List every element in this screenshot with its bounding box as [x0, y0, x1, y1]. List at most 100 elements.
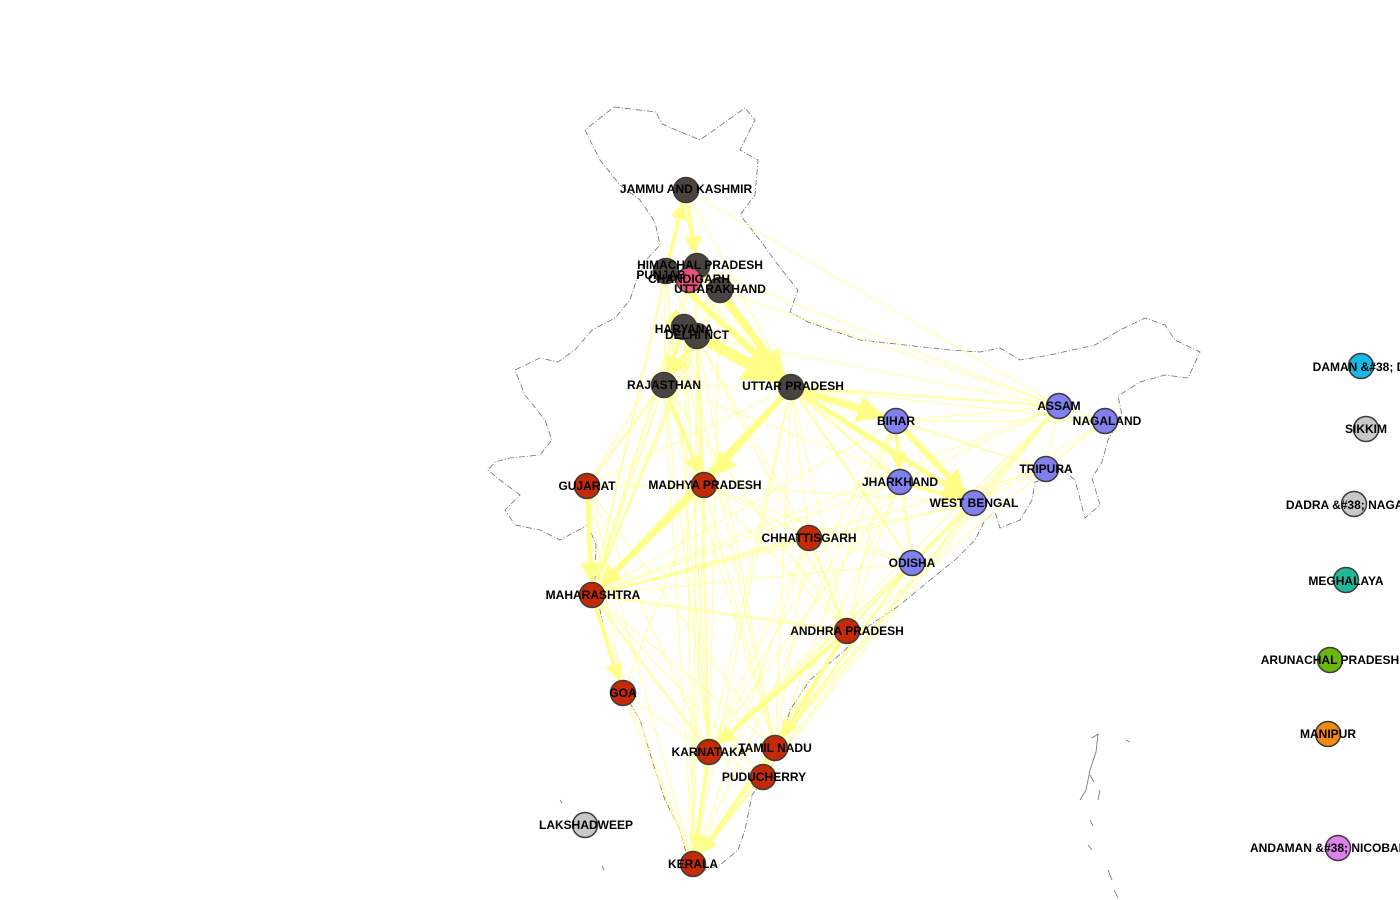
edge-ch-up: [688, 279, 792, 388]
node-as[interactable]: [1045, 392, 1073, 420]
node-label-mn: MANIPUR: [1300, 727, 1356, 741]
node-ka[interactable]: [695, 738, 723, 766]
edge-mp-ga: [622, 484, 705, 694]
node-label-tn: TAMIL NADU: [738, 741, 812, 755]
node-up[interactable]: [777, 373, 805, 401]
node-jh[interactable]: [886, 468, 914, 496]
edge-arrowhead-up-br: [854, 395, 885, 422]
node-cg[interactable]: [795, 524, 823, 552]
node-label-gj: GUJARAT: [558, 479, 616, 493]
edge-br-tr: [895, 420, 1047, 470]
node-jk[interactable]: [672, 176, 700, 204]
edge-gj-tn: [586, 485, 776, 749]
edge-hr-kl: [683, 326, 694, 865]
node-label-ml: MEGHALAYA: [1308, 574, 1383, 588]
node-br[interactable]: [882, 407, 910, 435]
node-od[interactable]: [898, 549, 926, 577]
node-py[interactable]: [749, 763, 777, 791]
node-label-dd: DAMAN &#38; D: [1313, 360, 1400, 374]
node-wb[interactable]: [960, 489, 988, 517]
edge-hr-ka: [683, 326, 710, 753]
edge-od-kl: [692, 562, 913, 865]
node-label-hr: HARYANA: [655, 322, 714, 336]
node-tn[interactable]: [761, 734, 789, 762]
node-mn[interactable]: [1314, 720, 1342, 748]
node-label-ap: ANDHRA PRADESH: [790, 624, 904, 638]
edge-mh-ap: [590, 593, 849, 633]
node-ch[interactable]: [675, 266, 703, 294]
edge-up-jh: [789, 385, 902, 484]
edge-dl-cg: [696, 335, 810, 539]
node-ar[interactable]: [1316, 646, 1344, 674]
edge-up-od: [789, 385, 914, 565]
node-dn[interactable]: [1340, 490, 1368, 518]
node-rj[interactable]: [650, 371, 678, 399]
node-label-ar: ARUNACHAL PRADESH: [1261, 653, 1399, 667]
edge-br-mh: [591, 420, 897, 596]
edge-uk-ka: [708, 289, 721, 753]
node-ld[interactable]: [571, 811, 599, 839]
node-label-wb: WEST BENGAL: [930, 496, 1019, 510]
node-label-rj: RAJASTHAN: [627, 378, 701, 392]
edge-od-ka: [708, 562, 913, 753]
edge-wb-tn: [774, 502, 975, 749]
edge-ga-ka: [622, 692, 710, 753]
node-mh[interactable]: [578, 581, 606, 609]
edge-arrowhead-br-jh: [889, 451, 907, 471]
edge-rj-kl: [663, 384, 694, 865]
node-label-br: BIHAR: [877, 414, 915, 428]
node-ga[interactable]: [609, 679, 637, 707]
edge-jh-mh: [591, 481, 901, 596]
node-ml[interactable]: [1332, 566, 1360, 594]
edge-up-cg: [790, 386, 810, 539]
node-pb[interactable]: [652, 257, 680, 285]
node-tr[interactable]: [1032, 455, 1060, 483]
edge-arrowhead-up-mp: [711, 450, 737, 477]
node-an[interactable]: [1324, 834, 1352, 862]
node-label-nl: NAGALAND: [1073, 414, 1142, 428]
edge-mp-kl: [692, 484, 705, 865]
node-kl[interactable]: [679, 850, 707, 878]
migration-edges: [580, 188, 1106, 866]
node-dd[interactable]: [1347, 352, 1375, 380]
edge-mh-kl: [591, 594, 694, 865]
node-label-jk: JAMMU AND KASHMIR: [620, 182, 753, 196]
edge-cg-ka: [708, 537, 810, 753]
node-gj[interactable]: [573, 472, 601, 500]
edge-mh-ka: [590, 593, 711, 754]
edge-hr-gj: [586, 326, 685, 487]
node-nl[interactable]: [1091, 407, 1119, 435]
node-label-pb: PUNJAB: [636, 268, 686, 282]
edge-gj-mp: [586, 484, 705, 487]
edge-arrowhead-jk-hp: [684, 235, 702, 255]
edge-gj-kl: [586, 485, 694, 865]
lakshadweep-islands-outline: [559, 799, 605, 871]
edge-wb-kl: [692, 502, 975, 865]
edge-rj-mh: [591, 384, 665, 596]
edge-hr-tn: [683, 326, 776, 749]
node-ap[interactable]: [833, 617, 861, 645]
node-label-as: ASSAM: [1037, 399, 1080, 413]
edge-dl-ka: [696, 335, 710, 753]
node-label-kl: KERALA: [668, 857, 718, 871]
node-label-ga: GOA: [609, 686, 637, 700]
edge-wb-mh: [591, 502, 975, 596]
edge-jh-ap: [846, 481, 901, 632]
edge-pb-rj: [663, 270, 667, 386]
node-label-dn: DADRA &#38; NAGAR H: [1286, 498, 1400, 512]
edge-ga-kl: [622, 692, 694, 865]
andaman-islands-outline: [1079, 733, 1131, 899]
node-label-ka: KARNATAKA: [672, 745, 747, 759]
node-label-od: ODISHA: [889, 556, 936, 570]
node-dl[interactable]: [683, 322, 711, 350]
edge-as-mh: [591, 405, 1060, 596]
node-sk[interactable]: [1352, 415, 1380, 443]
node-label-an: ANDAMAN &#38; NICOBAR IS: [1250, 841, 1400, 855]
node-mp[interactable]: [690, 471, 718, 499]
edge-br-ka: [708, 420, 897, 753]
edge-as-ka: [708, 405, 1060, 753]
node-uk[interactable]: [706, 276, 734, 304]
edge-gj-ga: [586, 485, 624, 694]
edge-mp-ka: [703, 484, 710, 753]
